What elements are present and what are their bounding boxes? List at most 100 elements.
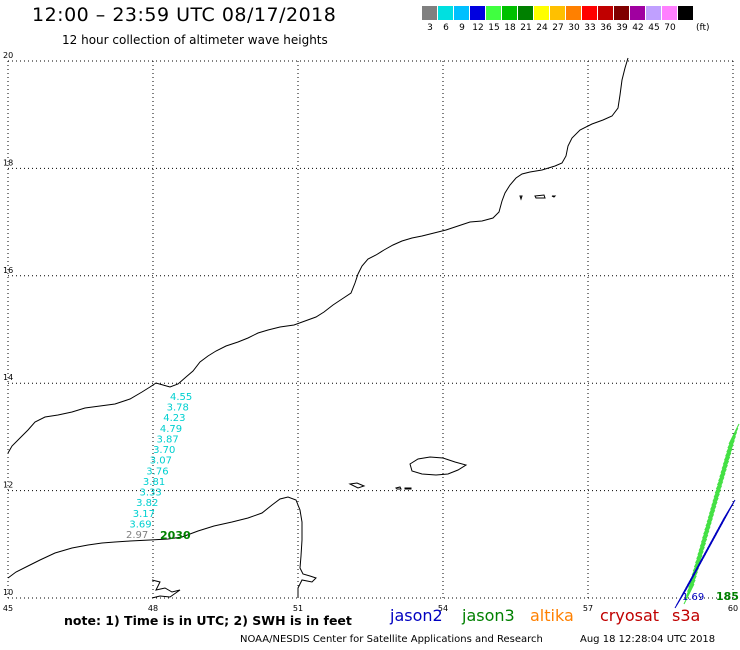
color-legend: [422, 6, 694, 20]
cyan-track-value-8: 3.81: [143, 477, 165, 488]
cyan-track-value-6: 3.07: [150, 456, 172, 467]
green-track-mark-16: [702, 518, 713, 539]
cyan-track-value-5: 3.70: [153, 445, 175, 456]
cyan-track-value-0: 4.55: [170, 392, 192, 403]
generation-timestamp: Aug 18 12:28:04 UTC 2018: [580, 634, 716, 645]
footer-note: note: 1) Time is in UTC; 2) SWH is in fe…: [64, 613, 352, 628]
sat-label-cryosat: cryosat: [600, 606, 660, 625]
island-1: [348, 482, 366, 489]
legend-swatch-14: [646, 6, 662, 20]
legend-swatch-2: [454, 6, 470, 20]
cyan-track-value-1: 3.78: [167, 403, 189, 414]
cyan-track-value-9: 3.33: [140, 488, 162, 499]
island-6: [551, 195, 557, 198]
map-title: 12:00 – 23:59 UTC 08/17/2018: [32, 4, 337, 26]
green-track-mark-33: [721, 448, 733, 469]
green-track-mark-10: [695, 542, 706, 564]
sat-label-altika: altika: [530, 606, 574, 625]
green-track-mark-25: [712, 481, 724, 502]
cyan-track-value-4: 3.87: [156, 434, 178, 445]
green-track-mark-9: [693, 546, 705, 568]
legend-label-11: 36: [600, 23, 612, 33]
green-track-mark-12: [697, 534, 709, 555]
green-track-mark-22: [708, 493, 720, 514]
green-track-mark-31: [719, 456, 731, 478]
axis-tick-labels: 45 48 51 54 57 60 20 18 16 14 12 10: [3, 51, 738, 613]
lon-tick-45: 45: [3, 604, 13, 613]
green-track-mark-20: [706, 501, 718, 523]
green-track-mark-14: [699, 526, 711, 547]
legend-label-6: 21: [520, 23, 532, 33]
green-track-mark-36: [725, 436, 736, 457]
socotra-island: [409, 456, 468, 476]
legend-swatch-16: [678, 6, 694, 20]
lon-tick-57: 57: [583, 604, 593, 613]
legend-label-7: 24: [536, 23, 548, 33]
east-track-partial-value: 1.69: [682, 592, 704, 603]
green-track-mark-2: [685, 575, 697, 597]
legend-label-1: 6: [443, 23, 449, 33]
island-5: [534, 194, 546, 199]
legend-label-4: 15: [488, 23, 500, 33]
lat-tick-18: 18: [3, 158, 13, 167]
green-track-mark-24: [711, 485, 723, 506]
green-track-mark-30: [718, 460, 730, 482]
lon-tick-54: 54: [438, 604, 448, 613]
legend-label-5: 18: [504, 23, 516, 33]
lon-tick-48: 48: [148, 604, 158, 613]
lat-lon-grid: [7, 60, 734, 599]
green-track-mark-27: [714, 473, 726, 494]
green-track-mark-21: [707, 497, 719, 519]
east-satellite-tracks: [674, 423, 740, 609]
legend-swatch-0: [422, 6, 438, 20]
green-track-mark-37: [726, 431, 738, 453]
legend-label-14: 45: [648, 23, 660, 33]
island-4: [519, 195, 523, 201]
legend-swatch-8: [550, 6, 566, 20]
green-track-mark-8: [692, 550, 704, 572]
coast-stub: [151, 579, 181, 599]
legend-swatch-7: [534, 6, 550, 20]
green-track-mark-19: [705, 505, 717, 527]
cyan-track-value-12: 3.69: [129, 519, 151, 530]
lat-tick-10: 10: [3, 588, 13, 597]
legend-label-3: 12: [472, 23, 484, 33]
legend-label-2: 9: [459, 23, 465, 33]
sat-label-s3a: s3a: [672, 606, 701, 625]
legend-swatch-12: [614, 6, 630, 20]
green-track-mark-18: [704, 509, 716, 531]
legend-swatch-13: [630, 6, 646, 20]
green-track-mark-38: [727, 427, 739, 449]
color-legend-labels: 3 6 9 12 15 18 21 24 27 30 33 36 39 42 45 70 (ft): [422, 23, 710, 33]
cyan-track-value-13: 2.97: [126, 530, 148, 541]
green-track-mark-11: [696, 538, 708, 560]
green-track-mark-0: [683, 583, 695, 605]
legend-label-8: 27: [552, 23, 564, 33]
legend-unit: (ft): [696, 23, 710, 33]
somali-coastline: [7, 496, 317, 598]
legend-label-13: 42: [632, 23, 644, 33]
cyan-track-value-10: 3.82: [136, 498, 158, 509]
legend-swatch-11: [598, 6, 614, 20]
legend-swatch-1: [438, 6, 454, 20]
lat-tick-12: 12: [3, 481, 13, 490]
green-track-mark-7: [691, 555, 703, 576]
legend-label-12: 39: [616, 23, 628, 33]
green-track-mark-34: [722, 444, 734, 465]
green-track-time: 2030: [160, 529, 191, 542]
legend-swatch-9: [566, 6, 582, 20]
green-track-mark-29: [717, 464, 728, 486]
green-track-mark-35: [723, 440, 735, 461]
green-track-mark-13: [698, 530, 710, 551]
sat-label-jason2: jason2: [390, 606, 443, 625]
legend-swatch-10: [582, 6, 598, 20]
legend-swatch-3: [470, 6, 486, 20]
legend-label-9: 30: [568, 23, 580, 33]
sat-label-jason3: jason3: [462, 606, 515, 625]
legend-label-10: 33: [584, 23, 596, 33]
green-track-mark-1: [684, 579, 696, 601]
arabian-coastline: [7, 57, 629, 454]
legend-swatch-6: [518, 6, 534, 20]
green-track-mark-28: [715, 468, 727, 490]
